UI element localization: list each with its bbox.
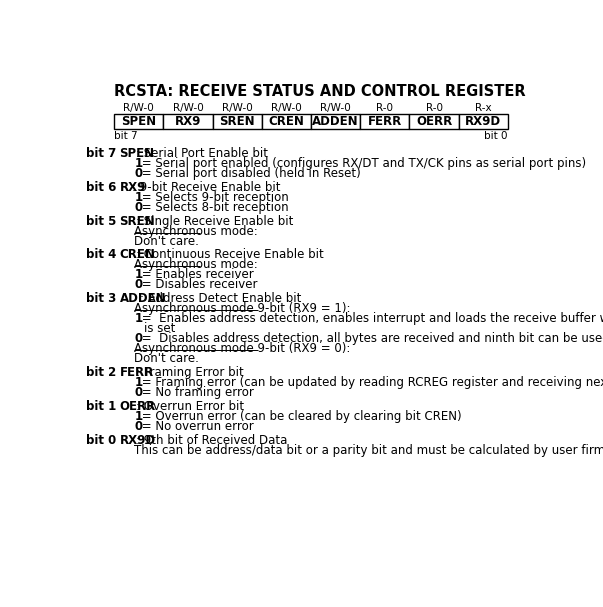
Text: 1: 1 bbox=[134, 191, 142, 204]
Text: bit 0: bit 0 bbox=[484, 131, 508, 141]
Text: SPEN: SPEN bbox=[121, 115, 156, 128]
Text: 0: 0 bbox=[134, 420, 142, 433]
Text: R-0: R-0 bbox=[376, 103, 393, 113]
Text: R-0: R-0 bbox=[426, 103, 443, 113]
Text: bit 7: bit 7 bbox=[114, 131, 137, 141]
Text: = Framing error (can be updated by reading RCREG register and receiving next val: = Framing error (can be updated by readi… bbox=[138, 376, 603, 389]
Text: R/W-0: R/W-0 bbox=[222, 103, 253, 113]
Text: FERR: FERR bbox=[368, 115, 402, 128]
Text: bit 7: bit 7 bbox=[86, 147, 116, 160]
Text: : Continuous Receive Enable bit: : Continuous Receive Enable bit bbox=[136, 248, 323, 262]
Text: R/W-0: R/W-0 bbox=[172, 103, 203, 113]
Bar bbox=[114, 115, 163, 129]
Text: RX9: RX9 bbox=[175, 115, 201, 128]
Text: = Overrun error (can be cleared by clearing bit CREN): = Overrun error (can be cleared by clear… bbox=[138, 410, 462, 423]
Text: : Serial Port Enable bit: : Serial Port Enable bit bbox=[136, 147, 268, 160]
Text: = No overrun error: = No overrun error bbox=[138, 420, 254, 433]
Text: : Framing Error bit: : Framing Error bit bbox=[136, 366, 244, 379]
Text: : Address Detect Enable bit: : Address Detect Enable bit bbox=[140, 293, 301, 305]
Bar bbox=[163, 115, 212, 129]
Text: R/W-0: R/W-0 bbox=[320, 103, 351, 113]
Text: RX9D: RX9D bbox=[465, 115, 501, 128]
Text: Asynchronous mode 9-bit (RX9 = 0):: Asynchronous mode 9-bit (RX9 = 0): bbox=[134, 342, 351, 355]
Text: 1: 1 bbox=[134, 268, 142, 282]
Bar bbox=[311, 115, 360, 129]
Bar bbox=[212, 115, 262, 129]
Text: 1: 1 bbox=[134, 376, 142, 389]
Text: Asynchronous mode:: Asynchronous mode: bbox=[134, 225, 258, 237]
Text: CREN: CREN bbox=[119, 248, 156, 262]
Text: 1: 1 bbox=[134, 313, 142, 325]
Text: = No framing error: = No framing error bbox=[138, 386, 254, 399]
Text: Don't care.: Don't care. bbox=[134, 352, 199, 365]
Text: = Enables receiver: = Enables receiver bbox=[138, 268, 254, 282]
Text: 0: 0 bbox=[134, 279, 142, 291]
Bar bbox=[459, 115, 508, 129]
Bar bbox=[360, 115, 409, 129]
Text: =  Enables address detection, enables interrupt and loads the receive buffer whe: = Enables address detection, enables int… bbox=[138, 313, 603, 325]
Text: 0: 0 bbox=[134, 332, 142, 345]
Text: 1: 1 bbox=[134, 410, 142, 423]
Text: bit 1: bit 1 bbox=[86, 400, 116, 413]
Text: Asynchronous mode:: Asynchronous mode: bbox=[134, 259, 258, 271]
Text: : 9-bit Receive Enable bit: : 9-bit Receive Enable bit bbox=[131, 181, 280, 194]
Text: = Selects 8-bit reception: = Selects 8-bit reception bbox=[138, 201, 289, 214]
Text: 0: 0 bbox=[134, 386, 142, 399]
Text: bit 0: bit 0 bbox=[86, 434, 116, 447]
Text: RCSTA: RECEIVE STATUS AND CONTROL REGISTER: RCSTA: RECEIVE STATUS AND CONTROL REGIST… bbox=[114, 84, 526, 100]
Text: R/W-0: R/W-0 bbox=[271, 103, 302, 113]
Text: bit 2: bit 2 bbox=[86, 366, 116, 379]
Text: SREN: SREN bbox=[119, 214, 155, 228]
Text: This can be address/data bit or a parity bit and must be calculated by user firm: This can be address/data bit or a parity… bbox=[134, 444, 603, 457]
Bar bbox=[409, 115, 459, 129]
Text: OERR: OERR bbox=[119, 400, 156, 413]
Text: 0: 0 bbox=[134, 201, 142, 214]
Bar bbox=[262, 115, 311, 129]
Text: ADDEN: ADDEN bbox=[119, 293, 166, 305]
Text: 0: 0 bbox=[134, 167, 142, 180]
Text: : Overrun Error bit: : Overrun Error bit bbox=[136, 400, 244, 413]
Text: OERR: OERR bbox=[416, 115, 452, 128]
Text: R/W-0: R/W-0 bbox=[124, 103, 154, 113]
Text: bit 6: bit 6 bbox=[86, 181, 116, 194]
Text: : 9th bit of Received Data: : 9th bit of Received Data bbox=[136, 434, 287, 447]
Text: = Disables receiver: = Disables receiver bbox=[138, 279, 258, 291]
Text: is set: is set bbox=[144, 322, 175, 335]
Text: Don't care.: Don't care. bbox=[134, 234, 199, 248]
Text: FERR: FERR bbox=[119, 366, 154, 379]
Text: Asynchronous mode 9-bit (RX9 = 1):: Asynchronous mode 9-bit (RX9 = 1): bbox=[134, 302, 351, 315]
Text: : Single Receive Enable bit: : Single Receive Enable bit bbox=[136, 214, 293, 228]
Text: SPEN: SPEN bbox=[119, 147, 155, 160]
Text: = Selects 9-bit reception: = Selects 9-bit reception bbox=[138, 191, 289, 204]
Text: RX9: RX9 bbox=[119, 181, 146, 194]
Text: RX9D: RX9D bbox=[119, 434, 156, 447]
Text: R-x: R-x bbox=[475, 103, 491, 113]
Text: CREN: CREN bbox=[268, 115, 305, 128]
Text: bit 3: bit 3 bbox=[86, 293, 116, 305]
Text: = Serial port disabled (held in Reset): = Serial port disabled (held in Reset) bbox=[138, 167, 361, 180]
Text: 1: 1 bbox=[134, 157, 142, 170]
Text: ADDEN: ADDEN bbox=[312, 115, 359, 128]
Text: bit 5: bit 5 bbox=[86, 214, 116, 228]
Text: =  Disables address detection, all bytes are received and ninth bit can be used : = Disables address detection, all bytes … bbox=[138, 332, 603, 345]
Text: SREN: SREN bbox=[219, 115, 255, 128]
Text: = Serial port enabled (configures RX/DT and TX/CK pins as serial port pins): = Serial port enabled (configures RX/DT … bbox=[138, 157, 587, 170]
Text: bit 4: bit 4 bbox=[86, 248, 116, 262]
